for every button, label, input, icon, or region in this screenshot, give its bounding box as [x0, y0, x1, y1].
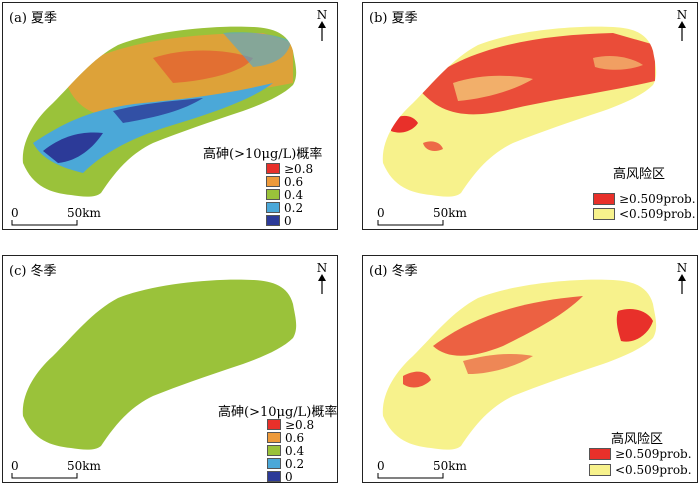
scale-end-label: 50km: [433, 206, 467, 220]
panel-title: (b) 夏季: [369, 11, 418, 26]
scale-start-label: 0: [11, 206, 19, 220]
region-map: [382, 26, 657, 197]
panel-d-winter-risk: (d) 冬季 N 0 50km 高风险区 ≥0.509prob. <0.509p…: [362, 255, 698, 483]
north-arrow-icon: N: [675, 262, 689, 298]
panel-b-summer-risk: (b) 夏季 N 0 50km 高风险区 ≥0.509prob. <0.509p…: [362, 2, 698, 230]
legend-item: 0: [266, 215, 292, 228]
panel-a-summer-probability: (a) 夏季 N 0 50km 高砷(>10μg/L)概率 ≥0.8 0.6 0…: [2, 2, 338, 230]
panel-title: (c) 冬季: [9, 264, 57, 279]
legend-label: ≥0.509prob.: [619, 192, 696, 206]
scale-start-label: 0: [11, 459, 19, 473]
legend-item: ≥0.509prob.: [589, 448, 692, 461]
legend-label: 0.4: [285, 444, 305, 458]
scale-end-label: 50km: [67, 459, 101, 473]
panel-title: (d) 冬季: [369, 264, 418, 279]
scale-end-label: 50km: [67, 206, 101, 220]
legend-label: 0.4: [284, 188, 304, 202]
legend-swatch: [593, 208, 615, 220]
north-label: N: [676, 8, 688, 22]
legend-label: ≥0.509prob.: [615, 447, 692, 461]
legend-item: <0.509prob.: [593, 208, 696, 221]
legend-label: 0: [285, 470, 293, 483]
legend-swatch: [593, 193, 615, 205]
legend-item: 0: [267, 470, 293, 483]
legend-label: ≥0.8: [285, 418, 315, 432]
legend-swatch: [267, 419, 281, 430]
legend-swatch: [266, 176, 280, 187]
legend-title: 高风险区: [611, 432, 664, 447]
legend-item: 0.4: [267, 445, 304, 458]
legend-label: <0.509prob.: [619, 207, 696, 221]
legend-label: 0.2: [285, 457, 305, 471]
legend-label: ≥0.8: [284, 162, 314, 176]
legend-label: 0.6: [284, 175, 304, 189]
north-label: N: [676, 261, 688, 275]
panel-title: (a) 夏季: [9, 11, 58, 26]
north-arrow-icon: N: [675, 9, 689, 45]
legend-item: <0.509prob.: [589, 464, 692, 477]
legend-item: 0.6: [266, 176, 303, 189]
legend-label: 0.2: [284, 201, 304, 215]
legend-item: 0.2: [267, 458, 304, 471]
legend-swatch: [589, 464, 611, 476]
legend-item: 0.2: [266, 202, 303, 215]
legend-swatch: [267, 458, 281, 469]
legend-title: 高风险区: [613, 167, 666, 182]
legend-label: 0: [284, 214, 292, 228]
legend-swatch: [267, 432, 281, 443]
legend-title: 高砷(>10μg/L)概率: [218, 405, 338, 420]
legend-item: ≥0.509prob.: [593, 193, 696, 206]
north-label: N: [316, 261, 328, 275]
legend-swatch: [266, 163, 280, 174]
legend-label: <0.509prob.: [615, 463, 692, 477]
legend-item: ≥0.8: [266, 163, 313, 176]
scale-end-label: 50km: [433, 459, 467, 473]
legend-swatch: [267, 471, 281, 482]
legend-item: 0.6: [267, 432, 304, 445]
scale-start-label: 0: [377, 206, 385, 220]
legend-swatch: [267, 445, 281, 456]
region-map: [22, 279, 297, 450]
legend-item: ≥0.8: [267, 419, 314, 432]
region-map: [382, 279, 657, 450]
legend-swatch: [589, 448, 611, 460]
panel-c-winter-probability: (c) 冬季 N 0 50km 高砷(>10μg/L)概率 ≥0.8 0.6 0…: [2, 255, 338, 483]
region-map: [22, 26, 297, 197]
legend-swatch: [266, 202, 280, 213]
north-arrow-icon: N: [315, 262, 329, 298]
legend-label: 0.6: [285, 431, 305, 445]
legend-swatch: [266, 215, 280, 226]
north-arrow-icon: N: [315, 9, 329, 45]
scale-start-label: 0: [377, 459, 385, 473]
legend-swatch: [266, 189, 280, 200]
north-label: N: [316, 8, 328, 22]
legend-title: 高砷(>10μg/L)概率: [203, 147, 323, 162]
legend-item: 0.4: [266, 189, 303, 202]
